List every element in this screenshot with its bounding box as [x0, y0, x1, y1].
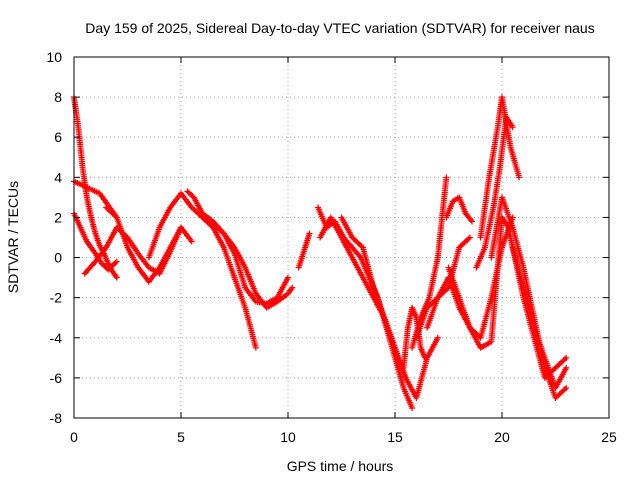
y-tick-label: -4 [50, 330, 63, 346]
data-point [358, 243, 365, 250]
y-tick-label: 6 [54, 129, 62, 145]
y-tick-label: 8 [54, 89, 62, 105]
data-point [563, 384, 570, 391]
data-point [561, 386, 568, 393]
x-tick-label: 0 [70, 429, 78, 445]
y-tick-label: -8 [50, 410, 63, 426]
x-tick-label: 20 [494, 429, 510, 445]
data-point [561, 356, 568, 363]
data-point [409, 404, 416, 411]
series-track-23 [509, 244, 570, 391]
series-track-2 [71, 210, 120, 273]
y-axis-label: SDTVAR / TECUs [5, 181, 21, 293]
series-track-10 [295, 230, 313, 271]
y-tick-label: 2 [54, 209, 62, 225]
data-point [289, 284, 296, 291]
series-track-9 [199, 214, 291, 307]
series-track-14 [400, 304, 428, 371]
series-track-8 [184, 188, 296, 311]
chart-title: Day 159 of 2025, Sidereal Day-to-day VTE… [85, 20, 594, 36]
data-point [465, 235, 472, 242]
y-tick-label: -6 [50, 370, 63, 386]
data-points [71, 94, 570, 411]
data-point [113, 274, 120, 281]
series-track-13 [338, 214, 441, 401]
data-point [306, 230, 313, 237]
data-point [466, 234, 473, 241]
data-point [516, 174, 523, 181]
data-point [509, 124, 516, 131]
x-tick-label: 5 [177, 429, 185, 445]
data-point [467, 217, 474, 224]
plot-frame [73, 56, 610, 419]
y-tick-label: 4 [54, 169, 62, 185]
data-point [188, 238, 195, 245]
data-point [285, 274, 291, 281]
data-point [112, 213, 119, 220]
series-track-16 [413, 234, 473, 341]
series-track-7 [145, 190, 259, 351]
series-track-1 [71, 94, 120, 281]
axis-ticks: 0 5 10 15 20 25 -8 -6 -4 -2 0 2 4 6 8 10 [46, 49, 617, 445]
x-tick-label: 15 [387, 429, 403, 445]
data-point [563, 354, 570, 361]
x-tick-label: 25 [601, 429, 617, 445]
x-axis-label: GPS time / hours [287, 458, 394, 474]
series-track-6 [145, 224, 195, 285]
y-tick-label: -2 [50, 290, 63, 306]
y-tick-label: 0 [54, 250, 62, 266]
series-track-21 [477, 94, 523, 241]
data-point [469, 218, 476, 225]
y-tick-label: 10 [46, 49, 62, 65]
data-point [421, 354, 428, 361]
series-track-5 [103, 204, 152, 285]
data-point [434, 334, 441, 341]
data-point [252, 344, 259, 351]
data-point [113, 258, 120, 265]
series-track-17 [443, 194, 476, 225]
x-tick-label: 10 [280, 429, 296, 445]
data-point [443, 174, 450, 181]
data-point [563, 364, 570, 371]
